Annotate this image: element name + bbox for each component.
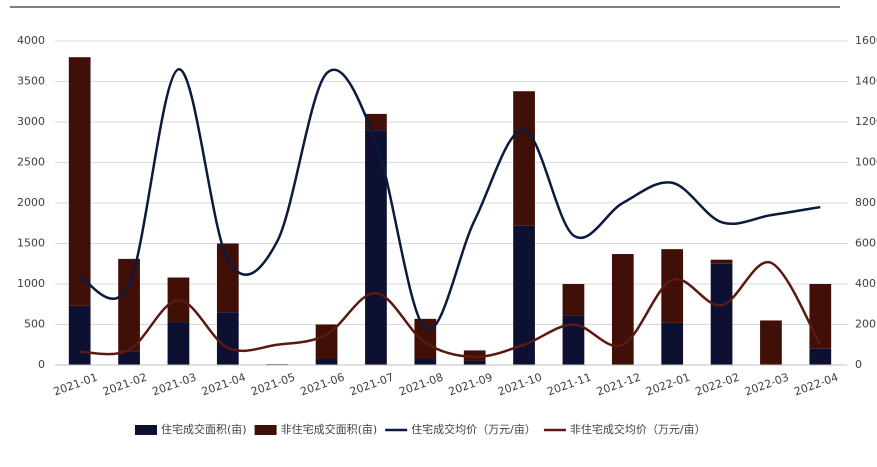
x-tick-label: 2021-01: [52, 371, 100, 399]
y-tick-label: 1000: [17, 277, 45, 290]
bar: [216, 312, 239, 365]
x-tick-label: 2021-04: [200, 371, 248, 399]
x-tick-label: 2022-02: [694, 371, 742, 399]
line: [79, 261, 822, 359]
x-tick-label: 2021-06: [299, 371, 347, 399]
legend-swatch: [135, 425, 157, 435]
x-tick-label: 2021-11: [545, 371, 593, 399]
y2-tick-label: 1200: [855, 115, 877, 128]
y-tick-label: 3500: [17, 75, 45, 88]
x-tick-label: 2021-05: [249, 371, 297, 399]
bar: [513, 91, 535, 226]
bar: [414, 318, 437, 359]
y2-tick-label: 400: [855, 277, 876, 290]
bar: [809, 284, 832, 349]
y2-tick-label: 800: [855, 196, 876, 209]
bar: [710, 263, 733, 365]
x-tick-label: 2021-12: [595, 371, 643, 399]
x-tick-label: 2021-09: [447, 371, 495, 399]
bar: [167, 322, 190, 365]
legend-swatch: [254, 425, 277, 435]
bar: [513, 225, 535, 365]
bar: [315, 358, 338, 365]
bar: [414, 358, 437, 365]
y-tick-label: 0: [38, 358, 45, 371]
bar: [809, 348, 832, 365]
legend-label: 非住宅成交均价（万元/亩）: [570, 422, 706, 436]
y-tick-label: 2000: [17, 196, 45, 209]
y2-tick-label: 600: [855, 237, 876, 250]
bar: [710, 259, 733, 264]
y2-tick-label: 200: [855, 318, 876, 331]
x-tick-label: 2022-01: [644, 371, 692, 399]
x-tick-label: 2021-10: [496, 371, 544, 399]
bar: [760, 320, 782, 365]
legend-label: 住宅成交均价（万元/亩）: [411, 422, 536, 436]
bar: [562, 284, 585, 316]
y-tick-label: 500: [24, 318, 45, 331]
y-tick-label: 1500: [17, 237, 45, 250]
bar: [562, 315, 585, 365]
legend-label: 非住宅成交面积(亩): [281, 422, 378, 436]
bar: [365, 130, 387, 365]
bar: [463, 360, 486, 365]
bar: [68, 305, 91, 365]
bar: [611, 254, 634, 365]
line: [79, 68, 821, 332]
x-tick-label: 2022-03: [743, 371, 791, 399]
bar: [661, 322, 684, 365]
y2-tick-label: 1000: [855, 156, 877, 169]
y-tick-label: 4000: [17, 34, 45, 47]
y2-tick-label: 0: [855, 358, 862, 371]
y-tick-label: 2500: [17, 156, 45, 169]
y2-tick-label: 1400: [855, 75, 877, 88]
y2-tick-label: 1600: [855, 34, 877, 47]
bar: [661, 249, 684, 323]
x-tick-label: 2022-04: [792, 371, 840, 399]
x-tick-label: 2021-08: [397, 371, 445, 399]
x-tick-label: 2021-02: [101, 371, 149, 399]
bar: [216, 243, 239, 313]
bar: [68, 57, 91, 306]
x-tick-label: 2021-03: [150, 371, 198, 399]
x-tick-label: 2021-07: [348, 371, 396, 399]
bar: [315, 324, 338, 359]
legend-label: 住宅成交面积(亩): [161, 422, 247, 436]
bar: [118, 351, 140, 365]
y-tick-label: 3000: [17, 115, 45, 128]
bar: [118, 258, 140, 352]
